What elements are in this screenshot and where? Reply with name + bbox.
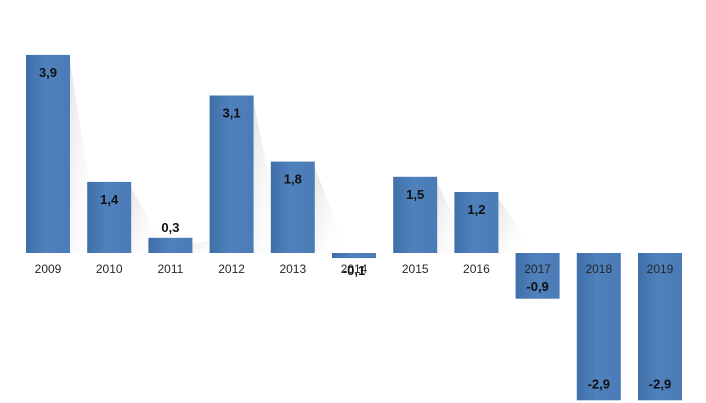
bar-shadow-2010 [131, 187, 160, 253]
tick-label-2013: 2013 [279, 262, 306, 276]
bar-2011 [148, 237, 193, 253]
tick-label-2012: 2012 [218, 262, 245, 276]
tick-label-2019: 2019 [647, 262, 674, 276]
tick-label-2011: 2011 [157, 262, 183, 276]
tick-label-2016: 2016 [463, 262, 490, 276]
value-label-2014: -0,1 [343, 263, 365, 278]
value-label-2019: -2,9 [649, 376, 671, 391]
bar-2018 [576, 253, 621, 401]
bar-2017 [515, 253, 560, 299]
value-label-2016: 1,2 [467, 202, 485, 217]
value-label-2017: -0,9 [526, 279, 548, 294]
tick-label-2010: 2010 [96, 262, 123, 276]
tick-label-2018: 2018 [585, 262, 612, 276]
value-labels-group: 3,9 1,4 0,3 3,1 1,8 -0,1 1,5 1,2 -0,9 -2,9 -2,9 [39, 65, 671, 391]
bars-group [26, 54, 682, 401]
tick-label-2014: 2014 [341, 262, 368, 276]
bar-shadow-2013 [314, 167, 343, 253]
bar-2012 [209, 95, 254, 253]
value-label-2009: 3,9 [39, 65, 57, 80]
tick-label-2009: 2009 [35, 262, 62, 276]
bar-2015 [393, 176, 438, 253]
value-label-2012: 3,1 [223, 106, 241, 121]
value-label-2015: 1,5 [406, 187, 424, 202]
tick-labels-group: 2009 2010 2011 2012 2013 2014 2015 2016 2017 2018… [35, 262, 674, 276]
tick-label-2015: 2015 [402, 262, 429, 276]
tick-label-2017: 2017 [524, 262, 551, 276]
bar-2014 [332, 253, 376, 259]
bar-2016 [454, 192, 499, 253]
value-label-2010: 1,4 [100, 192, 119, 207]
bar-2009 [26, 54, 70, 254]
bar-2019 [638, 253, 682, 401]
bar-2010 [87, 181, 132, 253]
bar-2013 [270, 161, 315, 253]
bar-shadow-2016 [498, 198, 527, 253]
value-label-2018: -2,9 [588, 376, 610, 391]
value-label-2011: 0,3 [161, 220, 179, 235]
value-label-2013: 1,8 [284, 172, 302, 187]
